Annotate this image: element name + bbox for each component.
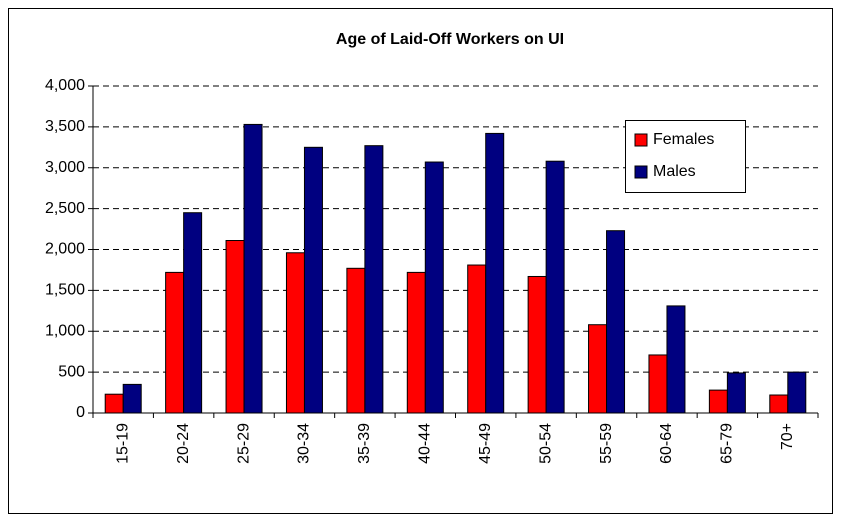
x-tick-label: 30-34 [296,423,313,464]
chart-frame [8,8,833,514]
y-tick-label: 0 [76,404,85,421]
legend-box [625,120,746,193]
bar [122,383,142,414]
bar [726,372,746,414]
x-tick-label: 45-49 [477,423,494,464]
bar [527,275,547,414]
y-tick-label: 2,500 [45,200,85,217]
x-tick-label: 65-79 [719,423,736,464]
bar [588,324,608,414]
x-tick-label: 35-39 [356,423,373,464]
bar [708,389,728,414]
bar [285,252,305,414]
bar [787,371,807,414]
bar [424,161,444,414]
legend-swatch [634,165,648,179]
x-tick-label: 55-59 [598,423,615,464]
x-tick-label: 25-29 [235,423,252,464]
chart-title: Age of Laid-Off Workers on UI [336,31,564,48]
bar [545,160,565,414]
bar [364,145,384,414]
y-tick-label: 1,000 [45,322,85,339]
x-tick-label: 60-64 [658,423,675,464]
y-tick-label: 2,000 [45,241,85,258]
bar [165,271,185,414]
y-tick-label: 3,500 [45,118,85,135]
y-tick-label: 4,000 [45,77,85,94]
bar [606,230,626,414]
bar [183,212,203,414]
y-tick-label: 3,000 [45,159,85,176]
y-tick-label: 1,500 [45,282,85,299]
bar [769,394,789,414]
bar [666,305,686,414]
x-tick-label: 15-19 [114,423,131,464]
bar [485,132,505,414]
y-tick-label: 500 [58,363,85,380]
legend-swatch [634,133,648,147]
bar [648,354,668,414]
legend-label: Females [653,131,714,148]
bar [225,240,245,414]
legend-label: Males [653,163,696,180]
bar [406,271,426,414]
bar [467,264,487,414]
x-tick-label: 40-44 [417,423,434,464]
bar [104,393,124,414]
bar [346,267,366,414]
x-tick-label: 50-54 [537,423,554,464]
x-tick-label: 70+ [779,423,796,450]
bar [243,123,263,414]
bar [303,146,323,414]
x-tick-label: 20-24 [175,423,192,464]
